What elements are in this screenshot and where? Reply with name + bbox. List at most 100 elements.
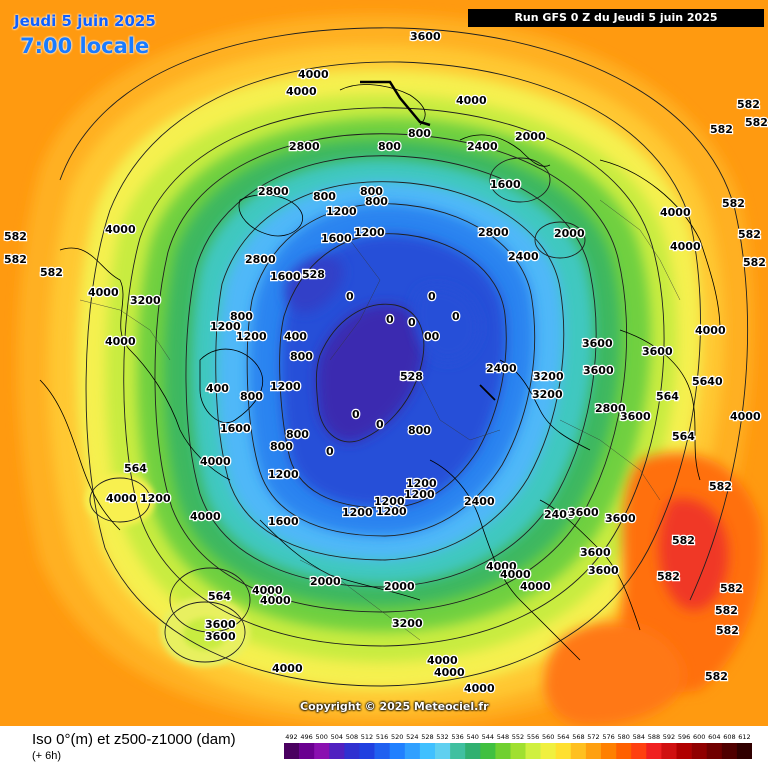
contour-label: 2400 [486,362,517,375]
contour-line [315,303,425,443]
scale-tick-label: 604 [708,733,720,741]
coastlines [39,80,721,661]
contour-line [489,157,551,203]
contour-label: 4000 [298,68,329,81]
scale-swatch [555,743,572,759]
coastline [599,159,721,331]
border-line [329,239,381,361]
contour-label: 1200 [404,488,435,501]
contour-line [164,601,246,663]
scale-tick-label: 544 [482,733,494,741]
contour-line [59,27,749,601]
border-line [419,379,501,441]
field-hot-east-core [659,498,729,610]
contour-label: 1200 [406,477,437,490]
contour-label: 582 [709,480,732,493]
coastline [199,348,264,423]
contour-label: 4000 [272,662,303,675]
contour-label: 0 [376,418,384,431]
scale-tick-label: 548 [497,733,509,741]
scale-tick-label: 588 [648,733,660,741]
contour-label: 4000 [427,654,458,667]
contour-label: 582 [720,582,743,595]
color-scale: 492 496 500 504 508 512 516 520 524 528 532 536 540 5… [284,733,752,759]
contour-label: 3200 [130,294,161,307]
scale-swatch [706,743,723,759]
contour-label: 1600 [490,178,521,191]
scale-swatch [389,743,406,759]
field-east-trough [414,286,480,363]
contour-label: 528 [400,370,423,383]
contour-label: 2800 [289,140,320,153]
scale-tick-label: 524 [406,733,418,741]
scale-swatch [495,743,511,759]
contour-label: 564 [656,390,679,403]
contour-label: 0 [346,290,354,303]
scale-swatch [601,743,617,759]
contour-label: 800 [290,350,313,363]
contour-label: 582 [657,570,680,583]
scale-swatch [616,743,632,759]
contour-label: 3200 [532,388,563,401]
scale-swatch [404,743,421,759]
border-lines [79,199,681,641]
scale-tick-label: 492 [285,733,297,741]
field-hot-southwest [544,622,684,726]
contour-label: 564 [672,430,695,443]
contour-label: 800 [408,424,431,437]
scale-tick-label: 564 [557,733,569,741]
forecast-time: 7:00 locale [20,34,150,58]
scale-swatch [721,743,738,759]
scale-swatch [585,743,602,759]
contour-label: 4000 [252,584,283,597]
contour-line [154,133,628,613]
contour-label: 800 [408,127,431,140]
scale-tick-label: 500 [315,733,327,741]
scale-swatch [480,743,496,759]
contour-label: 3600 [582,337,613,350]
contour-label: 3200 [533,370,564,383]
scale-tick-label: 552 [512,733,524,741]
model-run-label: Run GFS 0 Z du Jeudi 5 juin 2025 [468,9,764,27]
contour-label: 0 [408,316,416,329]
field-core-purple [316,304,424,442]
contour-line [534,221,586,259]
legend-footer: Iso 0°(m) et z500-z1000 (dam) (+ 6h) 492… [0,726,768,768]
contour-label: 528 [302,268,325,281]
coastline [59,247,231,481]
scale-swatch [314,743,330,759]
scale-tick-label: 580 [617,733,629,741]
contour-line [85,61,701,687]
border-line [79,299,171,361]
contour-label: 4000 [105,335,136,348]
forecast-date: Jeudi 5 juin 2025 [14,12,156,30]
contour-label: 4000 [464,682,495,695]
contour-label: 4000 [520,580,551,593]
contour-line [246,203,536,537]
scale-tick-label: 508 [346,733,358,741]
scale-swatch [419,743,436,759]
contour-label: 1200 [354,226,385,239]
coastline [339,84,426,126]
contour-label: 4000 [88,286,119,299]
contour-label: 582 [716,624,739,637]
contour-lines [59,27,749,687]
contour-label: 4000 [670,240,701,253]
contour-label: 564 [208,590,231,603]
contour-label: 4000 [730,410,761,423]
contour-label: 582 [710,123,733,136]
contour-label: 0 [386,313,394,326]
contour-label: 3600 [588,564,619,577]
contour-label: 3600 [580,546,611,559]
scale-tick-label: 556 [527,733,539,741]
contour-label: 5640 [692,375,723,388]
scale-swatch [661,743,677,759]
contour-label: 800 [240,390,263,403]
contour-label: 4000 [500,568,531,581]
scale-swatch [631,743,647,759]
contour-label: 800 [286,428,309,441]
border-line [299,559,421,641]
scale-swatch [736,743,752,759]
contour-label: 3600 [583,364,614,377]
